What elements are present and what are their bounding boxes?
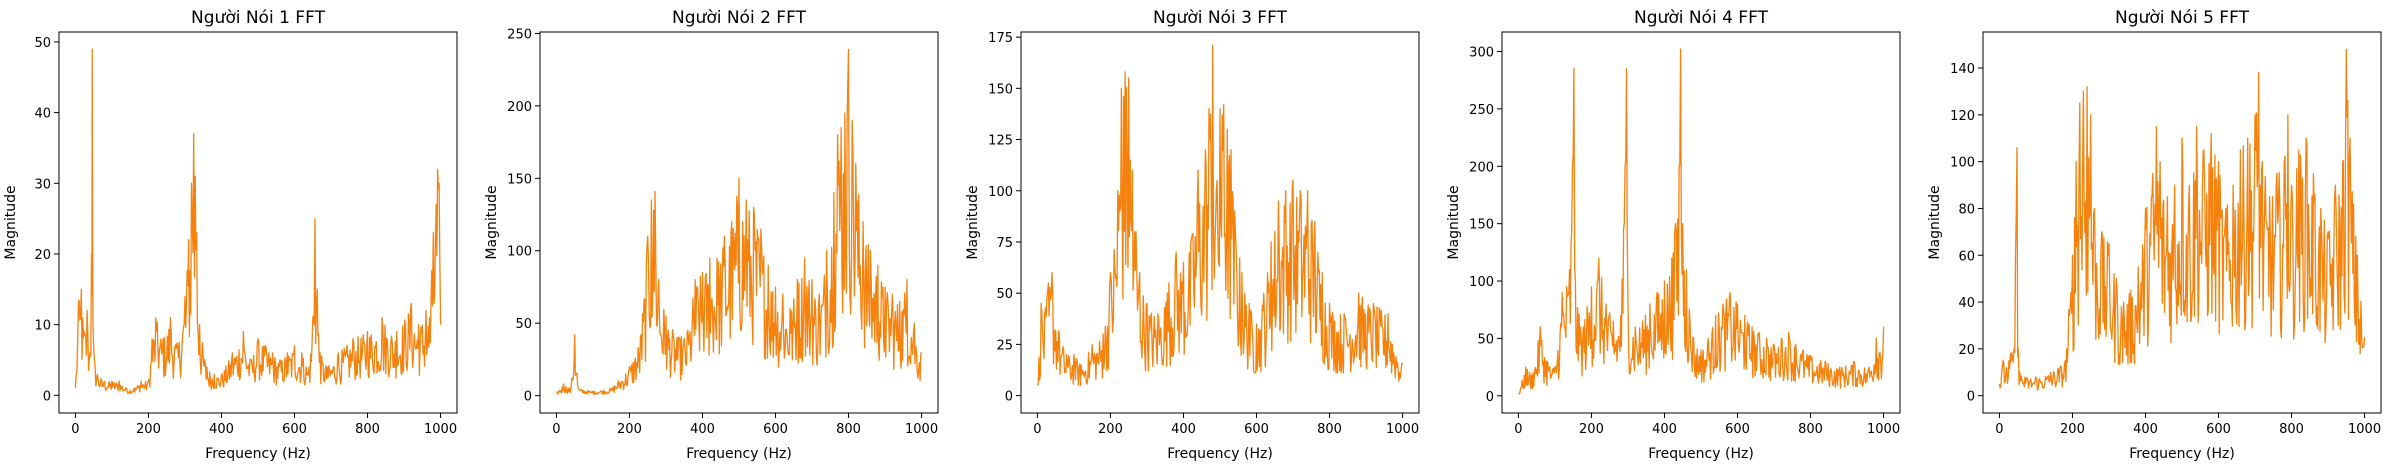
x-tick-label: 400	[1652, 422, 1677, 437]
x-tick-label: 800	[1317, 422, 1342, 437]
plot-frame	[58, 31, 458, 414]
y-tick-label: 25	[996, 338, 1013, 353]
chart-panel-1: 0 200 400 600 800 1000 0 10 20 30 40 50 Người Nói 1 …	[3, 8, 458, 462]
plot-frame	[539, 31, 939, 414]
x-axis-label: Frequency (Hz)	[1167, 446, 1273, 462]
chart-title: Người Nói 5 FFT	[2115, 8, 2250, 28]
series-line	[1518, 48, 1885, 395]
x-tick-label: 400	[1171, 422, 1196, 437]
x-tick-label: 1000	[905, 422, 938, 437]
x-tick-label: 800	[836, 422, 861, 437]
x-tick-label: 200	[1579, 422, 1604, 437]
x-tick-label: 600	[1244, 422, 1269, 437]
x-tick-label: 1000	[1386, 422, 1419, 437]
chart-panel-2: 0 200 400 600 800 1000 0 50 100 150 200 250 Người Nó…	[484, 8, 939, 462]
y-tick-label: 60	[1958, 249, 1975, 264]
x-axis-label: Frequency (Hz)	[2129, 446, 2235, 462]
y-tick-label: 120	[1950, 109, 1975, 124]
y-tick-label: 150	[507, 172, 532, 187]
y-tick-label: 40	[1958, 296, 1975, 311]
y-tick-label: 20	[1958, 343, 1975, 358]
series-line	[555, 48, 923, 396]
x-tick-label: 1000	[1867, 422, 1900, 437]
y-tick-label: 50	[515, 317, 532, 332]
y-axis-label: Magnitude	[3, 185, 19, 259]
y-tick-label: 0	[43, 389, 51, 404]
x-tick-label: 600	[282, 422, 307, 437]
x-tick-label: 200	[1098, 422, 1123, 437]
chart-panel-4: 0 200 400 600 800 1000 0 50 100 150 200 250 300 Người…	[1446, 8, 1901, 462]
y-tick-label: 75	[996, 236, 1013, 251]
y-tick-label: 40	[34, 107, 51, 122]
y-tick-label: 300	[1469, 46, 1494, 61]
x-tick-label: 0	[1514, 422, 1522, 437]
y-tick-label: 0	[1967, 390, 1975, 405]
y-tick-label: 20	[34, 248, 51, 263]
y-tick-label: 200	[1469, 160, 1494, 175]
y-axis-label: Magnitude	[1927, 185, 1943, 259]
x-tick-label: 800	[1798, 422, 1823, 437]
x-tick-label: 200	[136, 422, 161, 437]
series-line	[1998, 48, 2366, 391]
x-axis-label: Frequency (Hz)	[205, 446, 311, 462]
y-tick-label: 100	[1469, 275, 1494, 290]
x-tick-label: 200	[617, 422, 642, 437]
chart-title: Người Nói 1 FFT	[191, 8, 326, 28]
y-tick-label: 250	[1469, 103, 1494, 118]
x-tick-label: 0	[552, 422, 560, 437]
chart-title: Người Nói 4 FFT	[1634, 8, 1769, 28]
chart-panel-5: 0 200 400 600 800 1000 0 20 40 60 80 100 120 140 Người…	[1927, 8, 2382, 462]
y-tick-label: 100	[1950, 156, 1975, 171]
y-tick-label: 0	[1005, 390, 1013, 405]
y-tick-label: 10	[34, 319, 51, 334]
chart-panel-3: 0 200 400 600 800 1000 0 25 50 75 100 125 150 175 Ngườ…	[965, 8, 1420, 462]
x-tick-label: 0	[1033, 422, 1041, 437]
y-tick-label: 50	[996, 287, 1013, 302]
x-tick-label: 600	[2206, 422, 2231, 437]
y-tick-label: 125	[988, 134, 1013, 149]
y-tick-label: 80	[1958, 202, 1975, 217]
y-tick-label: 30	[34, 177, 51, 192]
x-tick-label: 0	[1995, 422, 2003, 437]
y-tick-label: 100	[988, 185, 1013, 200]
y-tick-label: 150	[1469, 218, 1494, 233]
x-tick-label: 600	[1725, 422, 1750, 437]
x-tick-label: 400	[209, 422, 234, 437]
y-tick-label: 100	[507, 245, 532, 260]
x-tick-label: 400	[690, 422, 715, 437]
y-tick-label: 200	[507, 100, 532, 115]
y-tick-label: 175	[988, 31, 1013, 46]
x-tick-label: 600	[763, 422, 788, 437]
y-tick-label: 250	[507, 27, 532, 42]
x-axis-label: Frequency (Hz)	[686, 446, 792, 462]
y-axis-label: Magnitude	[484, 185, 500, 259]
y-tick-label: 0	[524, 390, 532, 405]
x-tick-label: 800	[2279, 422, 2304, 437]
y-tick-label: 0	[1486, 390, 1494, 405]
plot-frame	[1982, 31, 2382, 414]
chart-title: Người Nói 2 FFT	[672, 8, 807, 28]
x-tick-label: 800	[355, 422, 380, 437]
y-tick-label: 50	[1477, 332, 1494, 347]
y-tick-label: 150	[988, 82, 1013, 97]
x-tick-label: 1000	[2348, 422, 2381, 437]
y-tick-label: 140	[1950, 62, 1975, 77]
x-tick-label: 0	[71, 422, 79, 437]
series-line	[74, 48, 442, 395]
x-tick-label: 1000	[424, 422, 457, 437]
x-tick-label: 400	[2133, 422, 2158, 437]
plot-frame	[1501, 31, 1901, 414]
chart-title: Người Nói 3 FFT	[1153, 8, 1288, 28]
x-tick-label: 200	[2060, 422, 2085, 437]
y-axis-label: Magnitude	[965, 185, 981, 259]
y-tick-label: 50	[34, 36, 51, 51]
x-axis-label: Frequency (Hz)	[1648, 446, 1754, 462]
plot-frame	[1020, 31, 1420, 414]
y-axis-label: Magnitude	[1446, 185, 1462, 259]
series-line	[1036, 44, 1404, 386]
